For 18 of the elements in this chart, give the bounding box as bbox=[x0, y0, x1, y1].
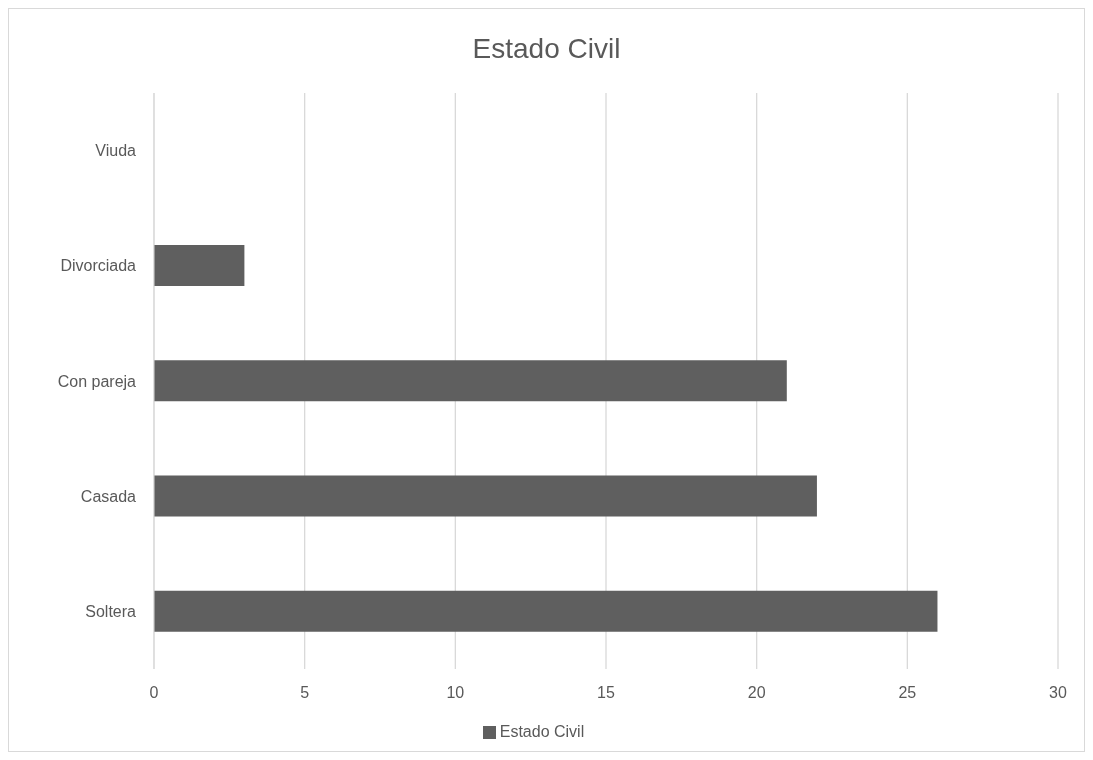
legend-label: Estado Civil bbox=[499, 723, 585, 740]
y-tick-label: Con pareja bbox=[57, 372, 137, 390]
bar bbox=[154, 590, 938, 632]
x-tick-label: 10 bbox=[446, 684, 465, 702]
chart-title: Estado Civil bbox=[471, 32, 622, 66]
x-tick-label: 20 bbox=[747, 684, 766, 702]
x-tick-label: 25 bbox=[898, 684, 917, 702]
bar bbox=[154, 360, 787, 402]
y-tick-label: Viuda bbox=[95, 142, 137, 160]
x-tick-label: 0 bbox=[149, 684, 159, 702]
y-tick-label: Casada bbox=[80, 487, 137, 505]
x-tick-label: 30 bbox=[1049, 684, 1067, 702]
x-tick-label: 15 bbox=[597, 684, 615, 702]
bar bbox=[154, 245, 245, 287]
bar bbox=[154, 475, 817, 517]
y-tick-label: Divorciada bbox=[60, 257, 137, 275]
x-tick-label: 5 bbox=[300, 684, 310, 702]
y-tick-label: Soltera bbox=[85, 603, 137, 621]
